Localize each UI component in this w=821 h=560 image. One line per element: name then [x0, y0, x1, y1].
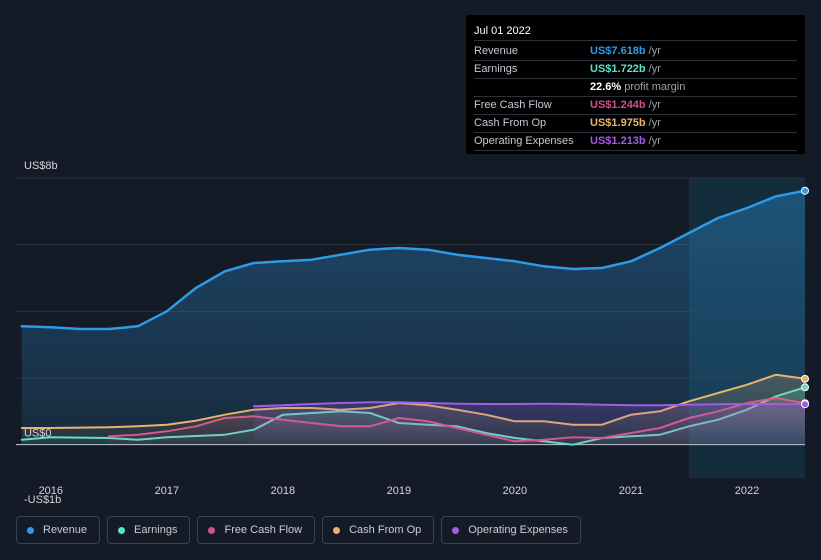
- legend-label: Operating Expenses: [468, 524, 568, 536]
- tooltip-value: US$1.213b: [590, 135, 646, 147]
- legend-item-revenue[interactable]: Revenue: [16, 516, 101, 544]
- x-tick-label: 2016: [39, 485, 63, 497]
- y-tick-label: US$8b: [24, 160, 58, 172]
- tooltip-value: 22.6%: [590, 81, 622, 93]
- x-tick-label: 2017: [155, 485, 179, 497]
- operating-expenses-area: [253, 402, 805, 445]
- tooltip-value: US$7.618b: [590, 45, 646, 57]
- legend-label: Earnings: [134, 524, 178, 536]
- y-tick-label: -US$1b: [24, 494, 61, 506]
- tooltip-unit: profit margin: [624, 81, 686, 93]
- tooltip-value: US$1.722b: [590, 63, 646, 75]
- earnings-dot-icon: [118, 526, 126, 534]
- legend-item-earnings[interactable]: Earnings: [107, 516, 191, 544]
- legend-item-free-cash-flow[interactable]: Free Cash Flow: [197, 516, 316, 544]
- revenue-area: [21, 190, 806, 445]
- tooltip-date: Jul 01 2022: [474, 23, 797, 41]
- x-tick-label: 2022: [735, 485, 759, 497]
- chart-legend: Revenue Earnings Free Cash Flow Cash Fro…: [16, 516, 588, 546]
- legend-item-operating-expenses[interactable]: Operating Expenses: [441, 516, 581, 544]
- tooltip-label: Operating Expenses: [474, 135, 574, 147]
- tooltip-label: Cash From Op: [474, 117, 547, 129]
- tooltip-label: [474, 79, 590, 96]
- legend-label: Free Cash Flow: [224, 524, 303, 536]
- tooltip-unit: /yr: [648, 117, 661, 129]
- tooltip-row-earnings: Earnings US$1.722b /yr: [474, 61, 797, 79]
- chart-tooltip: Jul 01 2022 Revenue US$7.618b /yr Earnin…: [466, 15, 805, 154]
- tooltip-unit: /yr: [648, 99, 661, 111]
- tooltip-value: US$1.244b: [590, 99, 646, 111]
- tooltip-label: Free Cash Flow: [474, 99, 552, 111]
- tooltip-row-profit-margin: 22.6% profit margin: [474, 79, 797, 97]
- tooltip-row-cash-from-op: Cash From Op US$1.975b /yr: [474, 115, 797, 133]
- tooltip-unit: /yr: [648, 45, 661, 57]
- operating-expenses-end-point: [801, 400, 809, 409]
- y-tick-label: US$0: [24, 428, 52, 440]
- operating-expenses-line: [252, 401, 806, 408]
- tooltip-row-revenue: Revenue US$7.618b /yr: [474, 43, 797, 61]
- cash-from-op-dot-icon: [333, 526, 341, 534]
- tooltip-label: Earnings: [474, 63, 518, 75]
- tooltip-unit: /yr: [648, 63, 661, 75]
- legend-label: Cash From Op: [349, 524, 422, 536]
- revenue-end-point: [801, 186, 809, 195]
- legend-label: Revenue: [43, 524, 88, 536]
- x-tick-label: 2020: [503, 485, 527, 497]
- tooltip-label: Revenue: [474, 45, 519, 57]
- cash-from-op-end-point: [801, 374, 809, 383]
- tooltip-unit: /yr: [648, 135, 661, 147]
- x-tick-label: 2021: [619, 485, 643, 497]
- revenue-line: [20, 189, 807, 331]
- tooltip-row-free-cash-flow: Free Cash Flow US$1.244b /yr: [474, 97, 797, 115]
- revenue-dot-icon: [27, 526, 34, 534]
- operating-expenses-dot-icon: [452, 526, 460, 534]
- tooltip-row-operating-expenses: Operating Expenses US$1.213b /yr: [474, 133, 797, 151]
- x-tick-label: 2019: [387, 485, 411, 497]
- legend-item-cash-from-op[interactable]: Cash From Op: [322, 516, 435, 544]
- x-tick-label: 2018: [271, 485, 295, 497]
- tooltip-value: US$1.975b: [590, 117, 646, 129]
- free-cash-flow-dot-icon: [208, 526, 216, 534]
